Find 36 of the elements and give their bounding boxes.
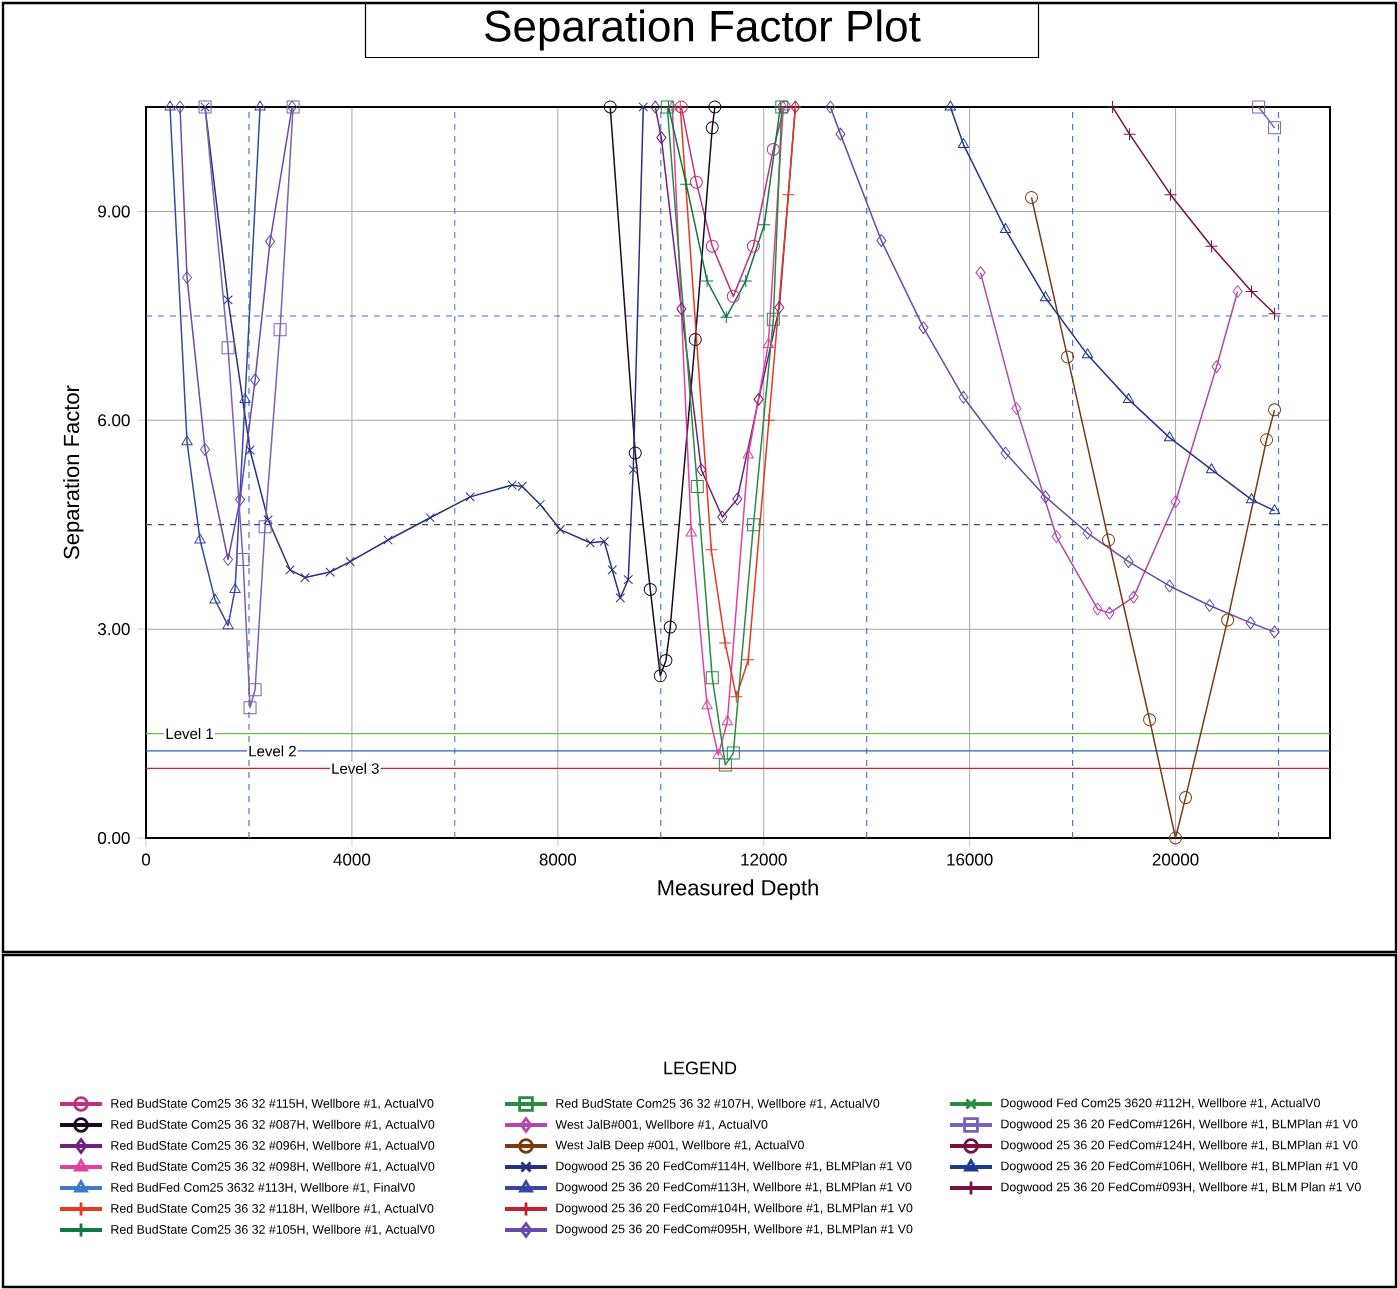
x-tick-label: 4000 xyxy=(333,853,371,866)
y-tick-label: 3.00 xyxy=(97,623,130,636)
legend-label: Red BudFed Com25 3632 #113H, Wellbore #1, FinalV0 xyxy=(111,1182,415,1194)
legend-label: Red BudState Com25 36 32 #096H, Wellbore #1, ActualV0 xyxy=(111,1140,435,1152)
legend-label: Dogwood 25 36 20 FedCom#124H, Wellbore #1, BLMPlan #1 V0 xyxy=(1001,1140,1358,1152)
legend-label: Dogwood 25 36 20 FedCom#126H, Wellbore #1, BLMPlan #1 V0 xyxy=(1001,1119,1358,1131)
y-tick-label: 9.00 xyxy=(98,205,130,218)
x-tick-label: 0 xyxy=(141,853,151,866)
ref-line-label: Level 1 xyxy=(166,728,213,740)
legend-label: Dogwood 25 36 20 FedCom#113H, Wellbore #1, BLMPlan #1 V0 xyxy=(556,1182,912,1194)
x-tick-label: 8000 xyxy=(539,853,577,866)
ref-line-label: Level 2 xyxy=(249,745,296,757)
x-tick-label: 16000 xyxy=(947,853,993,866)
legend-label: Dogwood 25 36 20 FedCom#104H, Wellbore #1, BLMPlan #1 V0 xyxy=(556,1203,913,1215)
y-tick-label: 6.00 xyxy=(98,414,130,427)
legend-label: Red BudState Com25 36 32 #115H, Wellbore #1, ActualV0 xyxy=(111,1098,434,1110)
legend-label: Dogwood 25 36 20 FedCom#114H, Wellbore #1, BLMPlan #1 V0 xyxy=(556,1161,912,1173)
legend-label: West JalB#001, Wellbore #1, ActualV0 xyxy=(555,1119,768,1131)
x-tick-label: 12000 xyxy=(741,853,787,866)
ref-line-label: Level 3 xyxy=(332,762,379,774)
y-tick-label: 0.00 xyxy=(97,831,130,844)
chart-title: Separation Factor Plot xyxy=(485,9,921,51)
legend-label: Red BudState Com25 36 32 #118H, Wellbore #1, ActualV0 xyxy=(111,1203,434,1215)
legend-label: Red BudState Com25 36 32 #107H, Wellbore #1, ActualV0 xyxy=(556,1098,880,1110)
x-tick-label: 20000 xyxy=(1152,853,1199,866)
legend-label: Red BudState Com25 36 32 #087H, Wellbore #1, ActualV0 xyxy=(111,1119,435,1131)
legend-label: Dogwood 25 36 20 FedCom#106H, Wellbore #1, BLMPlan #1 V0 xyxy=(1001,1161,1358,1173)
legend-label: Dogwood 25 36 20 FedCom#093H, Wellbore #1, BLM Plan #1 V0 xyxy=(1001,1182,1361,1194)
legend-title: LEGEND xyxy=(664,1061,737,1075)
legend-label: Red BudState Com25 36 32 #105H, Wellbore #1, ActualV0 xyxy=(111,1224,435,1236)
legend-label: Dogwood 25 36 20 FedCom#095H, Wellbore #1, BLMPlan #1 V0 xyxy=(556,1224,913,1236)
legend-label: Dogwood Fed Com25 3620 #112H, Wellbore #1, ActualV0 xyxy=(1001,1098,1320,1110)
y-axis-title: Separation Factor xyxy=(63,385,84,559)
legend-label: West JalB Deep #001, Wellbore #1, ActualV0 xyxy=(555,1140,804,1152)
x-axis-title: Measured Depth xyxy=(658,879,818,900)
legend-label: Red BudState Com25 36 32 #098H, Wellbore #1, ActualV0 xyxy=(111,1161,435,1173)
